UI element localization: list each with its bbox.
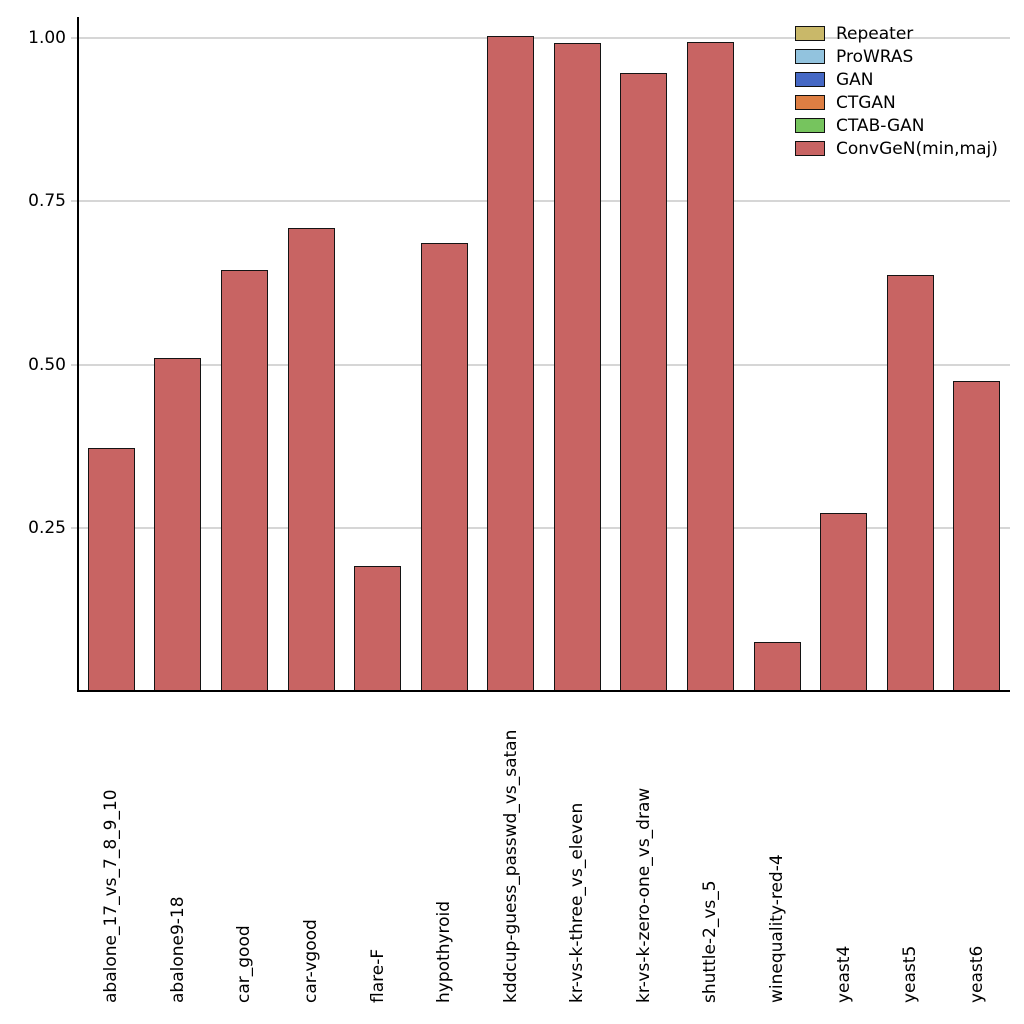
bar-yeast4 [820,513,868,692]
legend-color-swatch [795,49,825,64]
x-tick-label: kr-vs-k-three_vs_eleven [567,802,588,1003]
bar-hypothyroid [420,243,468,692]
x-tick-label: hypothyroid [434,900,455,1003]
y-axis-line [77,17,79,692]
x-tick-label: flare-F [367,948,388,1003]
legend-label: CTGAN [836,92,896,113]
bar-abalone_17_vs_7_8_9_10 [87,448,135,692]
legend-label: GAN [836,69,874,90]
x-tick-label: yeast4 [833,945,854,1003]
x-tick-label: winequality-red-4 [767,854,787,1003]
x-tick-label: kddcup-guess_passwd_vs_satan [500,729,521,1003]
x-tick-label: abalone9-18 [167,896,188,1003]
legend-color-swatch [795,141,825,156]
legend-color-swatch [795,118,825,133]
y-gridline [71,200,1010,203]
x-tick-label: abalone_17_vs_7_8_9_10 [101,789,122,1003]
bar-car-vgood [287,228,335,692]
x-tick-label: kr-vs-k-zero-one_vs_draw [633,787,654,1003]
y-tick-label: 0.50 [28,354,66,375]
bar-winequality-red-4 [753,642,801,692]
legend-color-swatch [795,72,825,87]
y-gridline [71,37,1010,39]
y-tick-label: 0.25 [28,517,66,538]
legend-label: ProWRAS [836,46,914,67]
x-tick-label: yeast5 [900,945,921,1003]
x-axis-line [77,690,1010,692]
x-tick-label: car_good [234,925,255,1003]
legend-label: CTAB-GAN [836,115,925,136]
legend-entry: CTAB-GAN [795,114,998,137]
bar-kr-vs-k-zero-one_vs_draw [620,72,668,692]
bar-car_good [220,269,268,692]
y-gridline [71,363,1010,366]
x-tick-label: yeast6 [966,945,987,1003]
bar-flare-F [354,566,402,692]
bar-abalone9-18 [154,357,202,692]
legend-entry: ConvGeN(min,maj) [795,137,998,160]
legend-entry: Repeater [795,22,998,45]
legend-entry: GAN [795,68,998,91]
bar-kr-vs-k-three_vs_eleven [553,42,601,692]
y-gridline [71,526,1010,529]
y-tick-label: 1.00 [28,28,66,48]
x-tick-label: shuttle-2_vs_5 [700,880,721,1003]
bar-kddcup-guess_passwd_vs_satan [487,36,535,692]
legend-color-swatch [795,95,825,110]
legend-label: Repeater [836,23,914,44]
bar-yeast5 [886,275,934,692]
legend-color-swatch [795,26,825,41]
bar-yeast6 [953,380,1001,692]
legend-label: ConvGeN(min,maj) [836,138,998,159]
legend-entry: CTGAN [795,91,998,114]
y-tick-label: 0.75 [28,191,66,212]
legend: Repeater ProWRAS GAN CTGAN CTAB-GAN ConvGeN(m… [795,22,998,160]
x-tick-label: car-vgood [301,919,321,1003]
legend-entry: ProWRAS [795,45,998,68]
bar-shuttle-2_vs_5 [686,41,734,692]
